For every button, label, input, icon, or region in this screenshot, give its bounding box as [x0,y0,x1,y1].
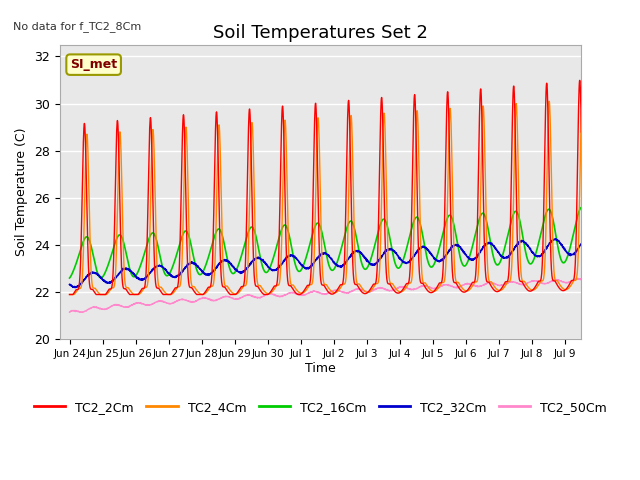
Text: No data for f_TC2_8Cm: No data for f_TC2_8Cm [13,21,141,32]
Legend: TC2_2Cm, TC2_4Cm, TC2_16Cm, TC2_32Cm, TC2_50Cm: TC2_2Cm, TC2_4Cm, TC2_16Cm, TC2_32Cm, TC… [29,396,612,419]
X-axis label: Time: Time [305,362,336,375]
Y-axis label: Soil Temperature (C): Soil Temperature (C) [15,128,29,256]
Title: Soil Temperatures Set 2: Soil Temperatures Set 2 [213,24,428,42]
Text: SI_met: SI_met [70,58,117,71]
